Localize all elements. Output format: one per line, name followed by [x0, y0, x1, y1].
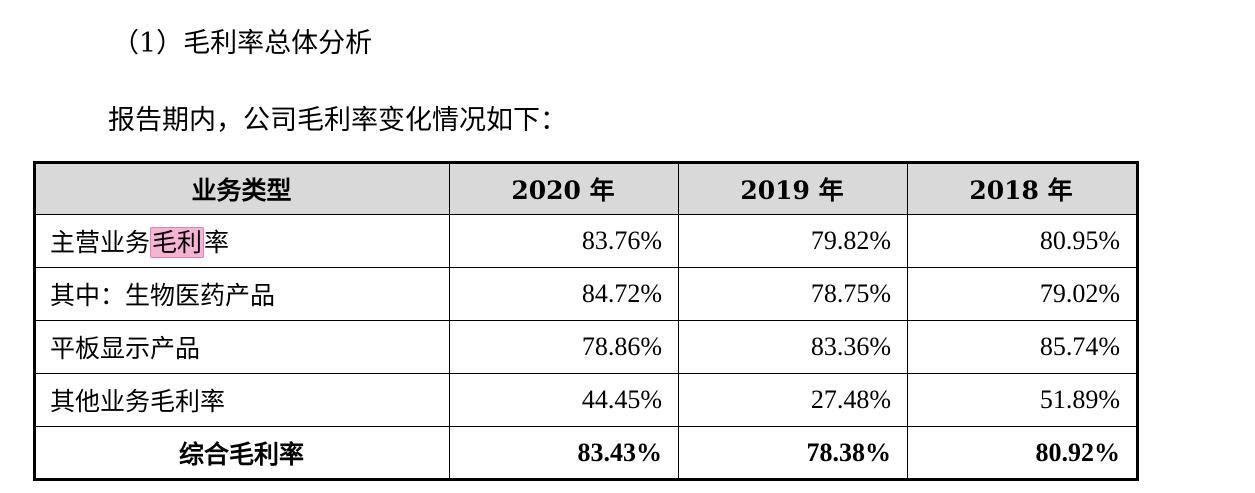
row-label-other-business: 其他业务毛利率 — [34, 373, 450, 427]
cell-other-business-2018: 51.89% — [907, 373, 1138, 427]
cell-main-business-2020: 83.76% — [449, 214, 679, 268]
gross-margin-table: 业务类型 2020 年 2019 年 2018 年 主营业务毛利率 83.76%… — [33, 161, 1139, 481]
cell-other-business-2020: 44.45% — [449, 373, 679, 427]
cell-main-business-2018: 80.95% — [907, 214, 1138, 268]
header-business-type: 业务类型 — [34, 162, 450, 215]
table-row-main-business: 主营业务毛利率 83.76% 79.82% 80.95% — [34, 214, 1138, 268]
cell-flat-panel-2019: 83.36% — [678, 320, 908, 374]
row-label-main-business-suffix: 率 — [204, 228, 230, 257]
row-label-flat-panel: 平板显示产品 — [34, 320, 450, 374]
cell-biomedical-2018: 79.02% — [907, 267, 1138, 321]
header-year-2019: 2019 年 — [678, 162, 908, 215]
highlighted-text[interactable]: 毛利 — [150, 227, 205, 258]
table-row-overall: 综合毛利率 83.43% 78.38% 80.92% — [34, 426, 1138, 480]
table-row-biomedical: 其中：生物医药产品 84.72% 78.75% 79.02% — [34, 267, 1138, 321]
header-year-2018: 2018 年 — [907, 162, 1138, 215]
cell-overall-2018: 80.92% — [907, 426, 1138, 480]
cell-flat-panel-2020: 78.86% — [449, 320, 679, 374]
cell-main-business-2019: 79.82% — [678, 214, 908, 268]
cell-biomedical-2020: 84.72% — [449, 267, 679, 321]
cell-overall-2019: 78.38% — [678, 426, 908, 480]
row-label-main-business-prefix: 主营业务 — [50, 228, 151, 257]
row-label-biomedical: 其中：生物医药产品 — [34, 267, 450, 321]
section-heading: （1）毛利率总体分析 — [112, 28, 373, 59]
row-label-overall: 综合毛利率 — [34, 426, 450, 480]
intro-paragraph: 报告期内，公司毛利率变化情况如下： — [108, 105, 567, 136]
header-year-2020: 2020 年 — [449, 162, 679, 215]
row-label-main-business: 主营业务毛利率 — [34, 214, 450, 268]
cell-flat-panel-2018: 85.74% — [907, 320, 1138, 374]
cell-overall-2020: 83.43% — [449, 426, 679, 480]
cell-other-business-2019: 27.48% — [678, 373, 908, 427]
cell-biomedical-2019: 78.75% — [678, 267, 908, 321]
table-row-other-business: 其他业务毛利率 44.45% 27.48% 51.89% — [34, 373, 1138, 427]
table-header-row: 业务类型 2020 年 2019 年 2018 年 — [34, 162, 1138, 215]
table-row-flat-panel: 平板显示产品 78.86% 83.36% 85.74% — [34, 320, 1138, 374]
